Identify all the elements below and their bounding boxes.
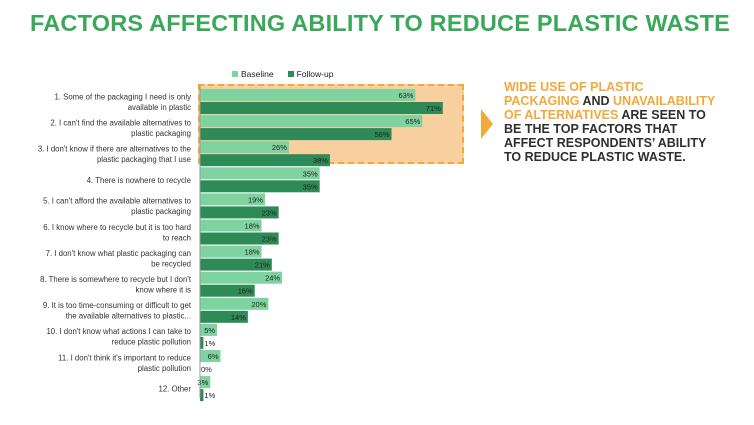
bar-followup <box>200 258 272 271</box>
data-label: 71% <box>426 104 441 113</box>
category-label: plastic packaging <box>131 207 191 216</box>
bar-followup <box>200 284 255 297</box>
callout-connector: AND <box>579 94 614 108</box>
legend-item-followup: Follow-up <box>287 69 334 79</box>
data-label: 23% <box>262 235 277 244</box>
bar-followup <box>200 102 443 114</box>
category-label: to reach <box>163 233 191 242</box>
category-label: 9. It is too time-consuming or difficult… <box>43 301 192 310</box>
category-label: plastic pollution <box>138 364 191 373</box>
category-label: 7. I don't know what plastic packaging c… <box>46 249 191 258</box>
bar-followup <box>200 128 392 141</box>
category-label: 4. There is nowhere to recycle <box>87 176 191 185</box>
category-label: 5. I can't afford the available alternat… <box>43 197 192 206</box>
callout-body: ARE SEEN TO BE THE TOP FACTORS THAT AFFE… <box>504 108 707 164</box>
bar-baseline <box>200 376 211 389</box>
category-label: 2. I can't find the available alternativ… <box>50 118 191 127</box>
callout-highlight-2: UNAVAILABILITY OF ALTERNATIVES <box>504 94 716 122</box>
chart-title: FACTORS AFFECTING ABILITY TO REDUCE PLAS… <box>30 10 731 36</box>
bar-baseline <box>200 115 423 128</box>
bar-followup <box>200 389 204 402</box>
data-label: 56% <box>375 130 390 139</box>
data-label: 5% <box>204 326 215 335</box>
bar-followup <box>200 310 248 323</box>
data-label: 26% <box>272 143 287 152</box>
callout-arrow-icon <box>481 109 493 139</box>
data-label: 6% <box>208 352 219 361</box>
legend-swatch-followup <box>287 71 294 77</box>
category-label: available in plastic <box>128 103 191 112</box>
data-label: 35% <box>303 169 318 178</box>
bar-baseline <box>200 219 262 232</box>
data-label: 18% <box>245 248 260 257</box>
category-label: be recycled <box>151 259 191 268</box>
category-label: 12. Other <box>158 385 191 394</box>
bar-followup <box>200 154 330 167</box>
data-label: 1% <box>204 391 215 400</box>
data-label: 63% <box>398 91 413 100</box>
data-label: 16% <box>238 287 253 296</box>
legend-label-followup: Follow-up <box>296 69 334 79</box>
category-label: 10. I don't know what actions I can take… <box>46 327 191 336</box>
data-label: 23% <box>262 208 277 217</box>
bar-baseline <box>200 167 320 180</box>
bar-baseline <box>200 350 221 362</box>
bar-baseline <box>200 271 283 284</box>
data-label: 21% <box>255 261 270 270</box>
category-label: 3. I don't know if there are alternative… <box>38 144 191 153</box>
legend-swatch-baseline <box>232 71 238 77</box>
data-label: 18% <box>245 222 260 231</box>
data-label: 65% <box>405 117 420 126</box>
legend-label-baseline: Baseline <box>241 69 274 79</box>
callout-highlight-1: WIDE USE OF PLASTIC PACKAGING <box>504 80 644 108</box>
bar-baseline <box>200 323 218 336</box>
data-label: 38% <box>313 156 328 165</box>
legend-item-baseline: Baseline <box>232 69 274 79</box>
bar-followup <box>200 232 279 245</box>
data-label: 3% <box>197 378 208 387</box>
bar-followup <box>200 180 320 193</box>
legend: Baseline Follow-up <box>232 69 333 79</box>
data-label: 35% <box>303 182 318 191</box>
data-label: 20% <box>251 300 266 309</box>
category-label: know where it is <box>136 285 192 294</box>
category-label: plastic packaging <box>131 129 191 138</box>
data-label: 1% <box>204 339 215 348</box>
category-label: reduce plastic pollution <box>112 338 191 347</box>
category-label: 8. There is somewhere to recycle but I d… <box>40 275 192 284</box>
category-label: the available alternatives to plastic... <box>66 312 191 321</box>
category-label: 1. Some of the packaging I need is only <box>54 92 191 101</box>
bar-baseline <box>200 193 265 206</box>
category-label: 6. I know where to recycle but it is too… <box>43 223 191 232</box>
bar-baseline <box>200 141 289 154</box>
bar-followup <box>200 206 279 219</box>
bar-baseline <box>200 245 262 258</box>
data-label: 0% <box>201 365 212 374</box>
callout-text: WIDE USE OF PLASTIC PACKAGING AND UNAVAI… <box>504 80 719 164</box>
data-label: 19% <box>248 195 263 204</box>
category-label: plastic packaging that I use <box>97 155 191 164</box>
bar-baseline <box>200 89 416 101</box>
category-label: 11. I don't think it's important to redu… <box>58 353 191 362</box>
data-label: 14% <box>231 313 246 322</box>
bar-followup <box>200 336 204 349</box>
bar-baseline <box>200 297 269 310</box>
data-label: 24% <box>265 274 280 283</box>
